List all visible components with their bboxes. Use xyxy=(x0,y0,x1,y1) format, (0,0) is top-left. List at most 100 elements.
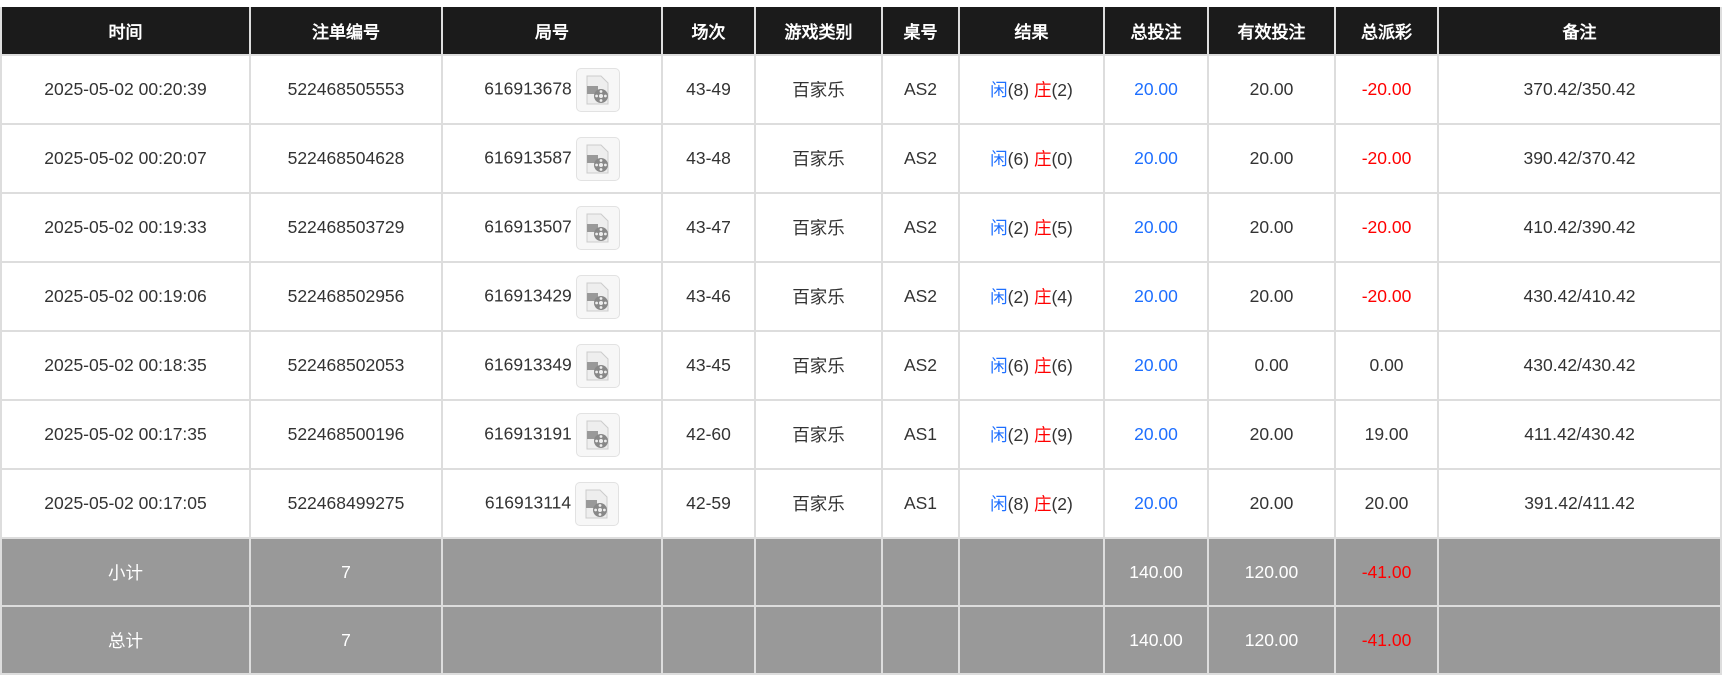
time-cell: 2025-05-02 00:20:39 xyxy=(0,54,251,125)
banker-score: (5) xyxy=(1051,218,1073,238)
subtotal-row: 小计 7 140.00 120.00 -41.00 xyxy=(0,537,1722,607)
remark-cell: 430.42/410.42 xyxy=(1437,261,1722,332)
payout-cell: 19.00 xyxy=(1334,399,1439,470)
round-number: 616913114 xyxy=(484,492,572,513)
header-result: 结果 xyxy=(958,7,1105,55)
result-cell: 闲(6) 庄(6) xyxy=(958,330,1105,401)
player-score: (8) xyxy=(1007,80,1030,100)
player-label: 闲 xyxy=(990,425,1008,445)
game-type-cell: 百家乐 xyxy=(754,399,883,470)
session-cell: 43-49 xyxy=(661,54,756,125)
banker-score: (6) xyxy=(1051,356,1073,376)
remark-cell: 390.42/370.42 xyxy=(1437,123,1722,194)
round-cell: 616913587 xyxy=(441,123,663,194)
video-file-icon[interactable] xyxy=(575,67,620,112)
game-type-cell: 百家乐 xyxy=(754,468,883,539)
video-file-icon[interactable] xyxy=(575,274,620,319)
session-cell: 43-48 xyxy=(661,123,756,194)
result-cell: 闲(2) 庄(5) xyxy=(958,192,1105,263)
banker-score: (4) xyxy=(1051,287,1073,307)
table-row: 2025-05-02 00:18:35 522468502053 616913349… xyxy=(0,330,1722,401)
payout-cell: 0.00 xyxy=(1334,330,1439,401)
banker-score: (2) xyxy=(1051,494,1073,514)
result-cell: 闲(2) 庄(9) xyxy=(958,399,1105,470)
game-type-cell: 百家乐 xyxy=(754,261,883,332)
payout-cell: -20.00 xyxy=(1334,192,1439,263)
table-cell: AS2 xyxy=(881,330,960,401)
table-row: 2025-05-02 00:17:35 522468500196 616913191… xyxy=(0,399,1722,470)
table-cell: AS2 xyxy=(881,54,960,125)
empty-cell xyxy=(958,537,1105,607)
player-score: (2) xyxy=(1007,425,1030,445)
time-cell: 2025-05-02 00:18:35 xyxy=(0,330,251,401)
total-bet-cell: 20.00 xyxy=(1103,192,1209,263)
table-cell: AS1 xyxy=(881,399,960,470)
total-bet-cell: 20.00 xyxy=(1103,330,1209,401)
result-cell: 闲(8) 庄(2) xyxy=(958,54,1105,125)
bet-id-cell: 522468503729 xyxy=(249,192,443,263)
video-file-icon[interactable] xyxy=(575,481,620,526)
empty-cell xyxy=(661,537,756,607)
header-round: 局号 xyxy=(441,7,663,55)
round-cell: 616913114 xyxy=(441,468,663,539)
empty-cell xyxy=(754,537,883,607)
empty-cell xyxy=(441,605,663,675)
header-session: 场次 xyxy=(661,7,756,55)
total-label: 总计 xyxy=(0,605,251,675)
player-score: (6) xyxy=(1007,356,1030,376)
table-cell: AS2 xyxy=(881,123,960,194)
subtotal-count: 7 xyxy=(249,537,443,607)
remark-cell: 430.42/430.42 xyxy=(1437,330,1722,401)
banker-score: (9) xyxy=(1051,425,1073,445)
header-time: 时间 xyxy=(0,7,251,55)
header-valid-bet: 有效投注 xyxy=(1207,7,1336,55)
remark-cell: 391.42/411.42 xyxy=(1437,468,1722,539)
bet-id-cell: 522468504628 xyxy=(249,123,443,194)
subtotal-label: 小计 xyxy=(0,537,251,607)
player-label: 闲 xyxy=(990,287,1008,307)
time-cell: 2025-05-02 00:17:05 xyxy=(0,468,251,539)
table-cell: AS2 xyxy=(881,261,960,332)
time-cell: 2025-05-02 00:20:07 xyxy=(0,123,251,194)
session-cell: 43-45 xyxy=(661,330,756,401)
empty-cell xyxy=(958,605,1105,675)
header-total-bet: 总投注 xyxy=(1103,7,1209,55)
player-label: 闲 xyxy=(990,356,1008,376)
valid-bet-cell: 20.00 xyxy=(1207,123,1336,194)
video-file-icon[interactable] xyxy=(575,205,620,250)
round-cell: 616913429 xyxy=(441,261,663,332)
header-payout: 总派彩 xyxy=(1334,7,1439,55)
bet-id-cell: 522468502053 xyxy=(249,330,443,401)
video-file-icon[interactable] xyxy=(575,412,620,457)
round-number: 616913507 xyxy=(484,216,572,237)
header-game-type: 游戏类别 xyxy=(754,7,883,55)
bet-records: 时间 注单编号 局号 场次 游戏类别 桌号 结果 总投注 有效投注 总派彩 备注 2025-05-0… xyxy=(0,7,1722,675)
valid-bet-cell: 20.00 xyxy=(1207,192,1336,263)
bet-id-cell: 522468499275 xyxy=(249,468,443,539)
player-score: (2) xyxy=(1007,287,1030,307)
total-bet-cell: 20.00 xyxy=(1103,468,1209,539)
total-payout: -41.00 xyxy=(1334,605,1439,675)
bet-table: 时间 注单编号 局号 场次 游戏类别 桌号 结果 总投注 有效投注 总派彩 备注 2025-05-0… xyxy=(0,7,1722,675)
valid-bet-cell: 20.00 xyxy=(1207,261,1336,332)
video-file-icon[interactable] xyxy=(575,136,620,181)
banker-label: 庄 xyxy=(1033,356,1052,376)
total-bet-cell: 20.00 xyxy=(1103,399,1209,470)
session-cell: 43-46 xyxy=(661,261,756,332)
valid-bet-cell: 20.00 xyxy=(1207,399,1336,470)
game-type-cell: 百家乐 xyxy=(754,54,883,125)
session-cell: 43-47 xyxy=(661,192,756,263)
payout-cell: -20.00 xyxy=(1334,54,1439,125)
result-cell: 闲(2) 庄(4) xyxy=(958,261,1105,332)
video-file-icon[interactable] xyxy=(575,343,620,388)
banker-label: 庄 xyxy=(1033,149,1052,169)
table-row: 2025-05-02 00:19:33 522468503729 616913507… xyxy=(0,192,1722,263)
subtotal-payout: -41.00 xyxy=(1334,537,1439,607)
session-cell: 42-60 xyxy=(661,399,756,470)
round-number: 616913587 xyxy=(484,147,572,168)
total-bet-cell: 20.00 xyxy=(1103,261,1209,332)
bet-id-cell: 522468500196 xyxy=(249,399,443,470)
player-label: 闲 xyxy=(990,494,1008,514)
table-row: 2025-05-02 00:19:06 522468502956 616913429… xyxy=(0,261,1722,332)
session-cell: 42-59 xyxy=(661,468,756,539)
